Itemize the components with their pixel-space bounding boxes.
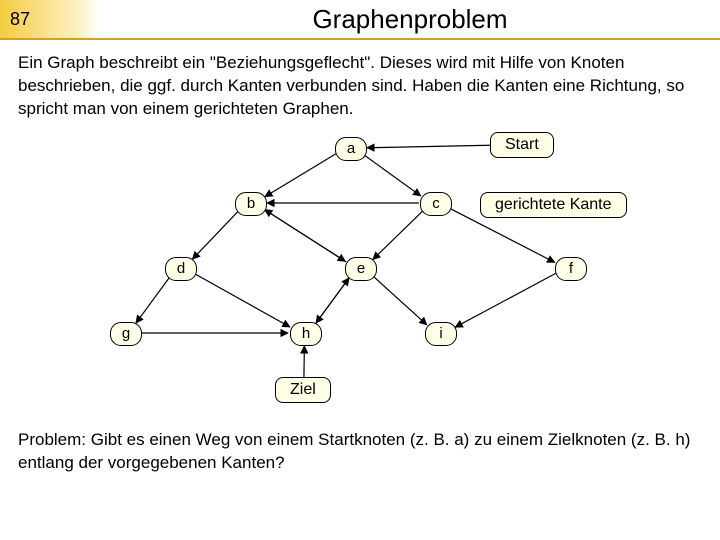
intro-paragraph: Ein Graph beschreibt ein "Beziehungsgefl… [0, 40, 720, 127]
slide-title: Graphenproblem [100, 0, 720, 40]
edge-a-b [265, 154, 336, 197]
node-i: i [425, 322, 457, 346]
node-c: c [420, 192, 452, 216]
label-edge: gerichtete Kante [480, 192, 627, 218]
problem-paragraph: Problem: Gibt es einen Weg von einem Sta… [0, 417, 720, 481]
node-d: d [165, 257, 197, 281]
edge-c-e [373, 211, 423, 260]
edge-d-h [194, 273, 290, 326]
graph-diagram: a b c d e f g h i Start gerichtete Kante Ziel [0, 127, 720, 417]
node-e: e [345, 257, 377, 281]
node-f: f [555, 257, 587, 281]
anno-arrow-start [367, 145, 490, 148]
edge-e-b [265, 209, 347, 261]
edge-b-d [192, 211, 238, 259]
node-b: b [235, 192, 267, 216]
label-goal: Ziel [275, 377, 331, 403]
slide-number: 87 [0, 0, 100, 40]
edge-f-i [455, 273, 555, 327]
edge-e-i [372, 275, 426, 324]
node-h: h [290, 322, 322, 346]
edge-a-c [363, 154, 420, 195]
slide-header: 87 Graphenproblem [0, 0, 720, 40]
node-g: g [110, 322, 142, 346]
node-a: a [335, 137, 367, 161]
edge-d-g [136, 277, 170, 323]
edge-h-e [315, 278, 349, 324]
label-start: Start [490, 132, 554, 158]
